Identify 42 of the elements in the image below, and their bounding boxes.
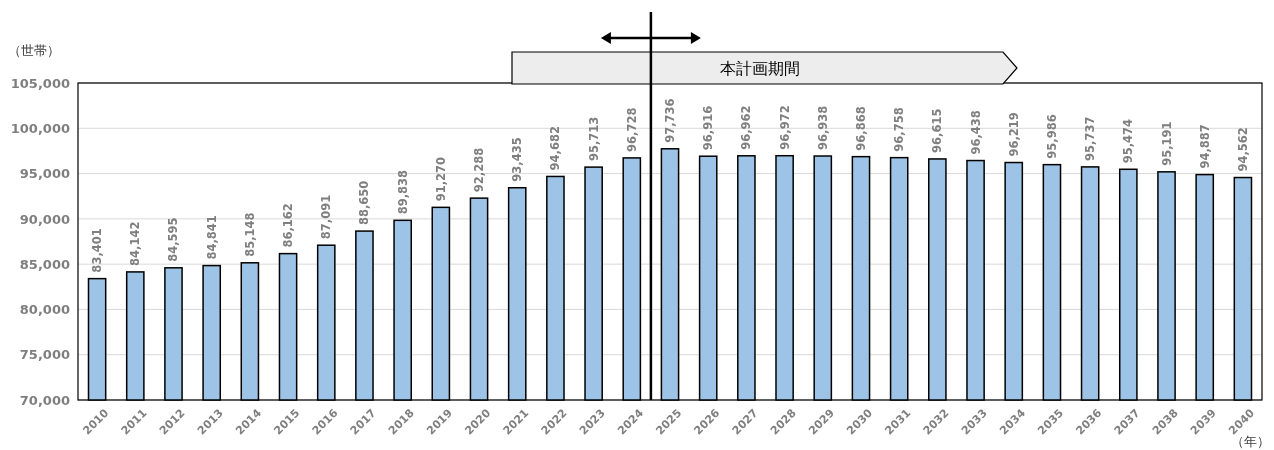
text: 本計画期間 — [720, 59, 800, 78]
data-label: 94,682 — [548, 126, 563, 171]
data-label: 96,962 — [739, 105, 754, 150]
y-tick-label: 85,000 — [19, 256, 70, 272]
data-label: 93,435 — [510, 137, 525, 182]
data-label: 95,737 — [1083, 116, 1098, 161]
data-label: 96,219 — [1006, 112, 1021, 157]
data-label: 96,972 — [777, 105, 792, 150]
data-label: 92,288 — [472, 147, 487, 193]
y-tick-label: 70,000 — [19, 392, 70, 408]
data-label: 97,736 — [663, 98, 677, 143]
data-label: 84,841 — [204, 215, 219, 260]
data-label: 96,438 — [968, 110, 983, 155]
y-tick-label: 80,000 — [19, 302, 70, 318]
data-label: 96,916 — [701, 105, 716, 151]
y-tick-label: 100,000 — [10, 120, 70, 136]
data-label: 84,595 — [166, 217, 181, 262]
data-label: 95,191 — [1159, 121, 1174, 166]
data-label: 94,887 — [1197, 124, 1212, 169]
y-tick-label: 75,000 — [19, 347, 70, 363]
data-label: 89,838 — [395, 169, 410, 215]
data-label: 85,148 — [242, 212, 257, 257]
data-label: 96,758 — [892, 107, 907, 152]
data-label: 83,401 — [90, 228, 105, 273]
y-tick-label: 90,000 — [19, 211, 70, 227]
y-tick-label: 105,000 — [10, 75, 70, 91]
y-tick-label: 95,000 — [19, 166, 70, 182]
data-label: 96,615 — [930, 108, 945, 153]
data-label: 96,938 — [815, 105, 830, 151]
data-label: 95,474 — [1121, 118, 1136, 164]
data-label: 84,142 — [128, 221, 143, 266]
data-label: 95,986 — [1044, 114, 1059, 159]
y-axis-title: （世帯） — [8, 43, 60, 58]
x-axis-title: （年） — [1231, 434, 1270, 449]
data-label: 88,650 — [357, 180, 372, 226]
data-label: 94,562 — [1235, 127, 1250, 172]
data-label: 95,713 — [586, 116, 601, 162]
data-label: 87,091 — [319, 194, 334, 240]
data-label: 86,162 — [281, 203, 296, 248]
data-label: 91,270 — [433, 156, 448, 202]
data-label: 96,868 — [853, 106, 868, 151]
data-label: 96,728 — [624, 107, 639, 152]
